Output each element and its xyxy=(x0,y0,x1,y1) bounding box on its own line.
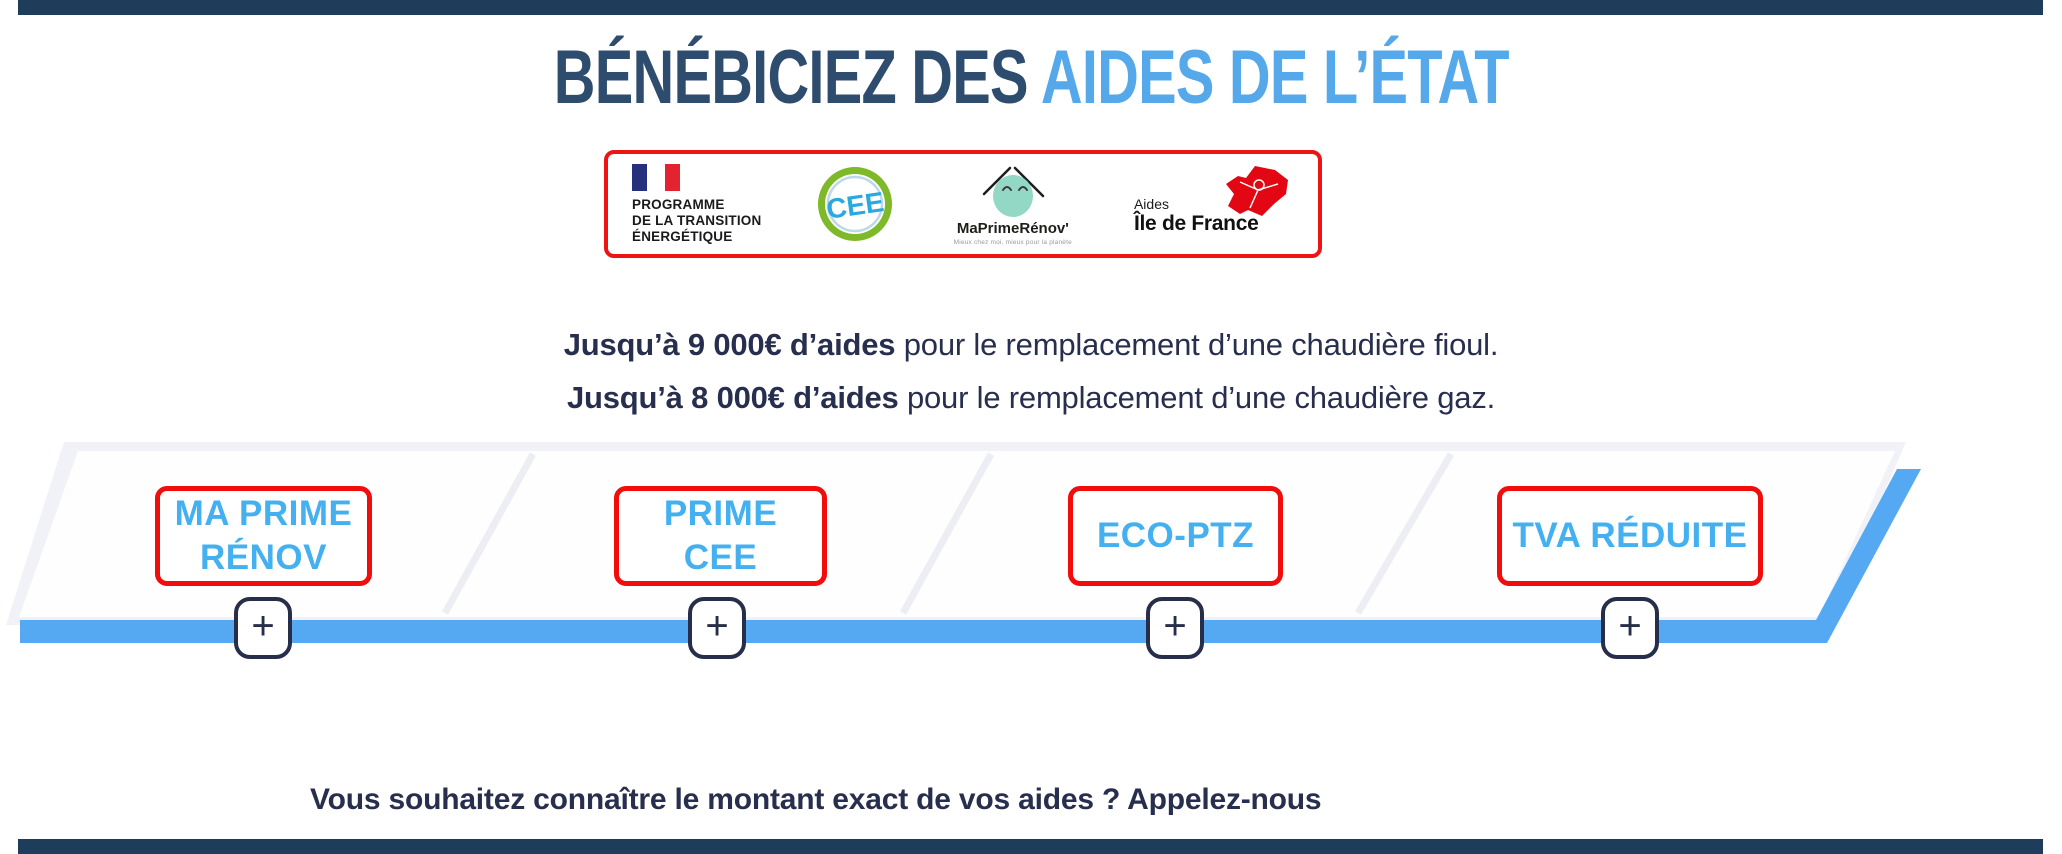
logo-maprimerenov: MaPrimeRénov' Mieux chez moi, mieux pour… xyxy=(948,162,1078,246)
aid-label-line: PRIME xyxy=(663,494,778,533)
ile-de-france-map-icon xyxy=(1225,166,1288,216)
aid-label-line: CEE xyxy=(683,538,758,577)
aid-amount-rest: pour le remplacement d’une chaudière gaz… xyxy=(898,380,1496,415)
aid-item-ma-prime-renov[interactable]: MA PRIME RÉNOV xyxy=(155,486,372,586)
banner-separator xyxy=(1354,452,1455,615)
maprimerenov-wordmark: MaPrimeRénov' xyxy=(956,220,1069,237)
aid-amount-rest: pour le remplacement d’une chaudière fio… xyxy=(895,327,1499,362)
expand-prime-cee-button[interactable]: + xyxy=(688,597,746,659)
aid-item-tva-reduite[interactable]: TVA RÉDUITE xyxy=(1497,486,1763,586)
aid-amount-bold: Jusqu’à 8 000€ d’aides xyxy=(566,380,899,415)
aid-amount-bold: Jusqu’à 9 000€ d’aides xyxy=(563,327,896,362)
aid-label-line: MA PRIME xyxy=(174,494,353,533)
aid-label-line: TVA RÉDUITE xyxy=(1512,516,1748,555)
aid-item-eco-ptz[interactable]: ECO-PTZ xyxy=(1068,486,1283,586)
expand-ma-prime-renov-button[interactable]: + xyxy=(234,597,292,659)
bottom-navy-bar xyxy=(18,839,2043,854)
aid-item-prime-cee[interactable]: PRIME CEE xyxy=(614,486,827,586)
call-us-cta-text: Vous souhaitez connaître le montant exac… xyxy=(310,783,1322,816)
programme-line: ÉNERGÉTIQUE xyxy=(632,228,733,244)
maprimerenov-house-icon xyxy=(982,166,1045,217)
banner-separator xyxy=(441,452,537,615)
partner-logos-frame: PROGRAMME DE LA TRANSITION ÉNERGÉTIQUE C… xyxy=(604,150,1322,258)
maprimerenov-tagline: Mieux chez moi, mieux pour la planète xyxy=(953,239,1072,246)
programme-line: DE LA TRANSITION xyxy=(632,212,762,228)
expand-tva-reduite-button[interactable]: + xyxy=(1601,597,1659,659)
cee-badge-icon: CEE xyxy=(817,167,892,241)
aides-label: Aides xyxy=(1133,196,1169,212)
logo-aides-ile-de-france: Aides Île de France xyxy=(1132,158,1292,250)
programme-line: PROGRAMME xyxy=(632,196,725,212)
aid-label-line: RÉNOV xyxy=(200,538,327,577)
french-flag-icon xyxy=(632,163,680,191)
title-dark-part: BÉNÉBICIEZ DES xyxy=(553,35,1041,120)
aid-label-line: ECO-PTZ xyxy=(1096,516,1255,555)
aid-amount-line-fioul: Jusqu’à 9 000€ d’aides pour le remplacem… xyxy=(0,327,2062,363)
aid-amount-line-gaz: Jusqu’à 8 000€ d’aides pour le remplacem… xyxy=(0,380,2062,416)
title-accent-part: AIDES DE L’ÉTAT xyxy=(1040,35,1510,120)
page-title: BÉNÉBICIEZ DES AIDES DE L’ÉTAT xyxy=(0,34,2062,121)
ile-de-france-label: Île de France xyxy=(1133,212,1259,235)
expand-eco-ptz-button[interactable]: + xyxy=(1146,597,1204,659)
logo-programme-transition-energetique: PROGRAMME DE LA TRANSITION ÉNERGÉTIQUE xyxy=(632,163,762,245)
banner-separator xyxy=(899,452,995,615)
top-navy-bar xyxy=(18,0,2043,15)
timeline-blue-bar xyxy=(20,469,1921,643)
